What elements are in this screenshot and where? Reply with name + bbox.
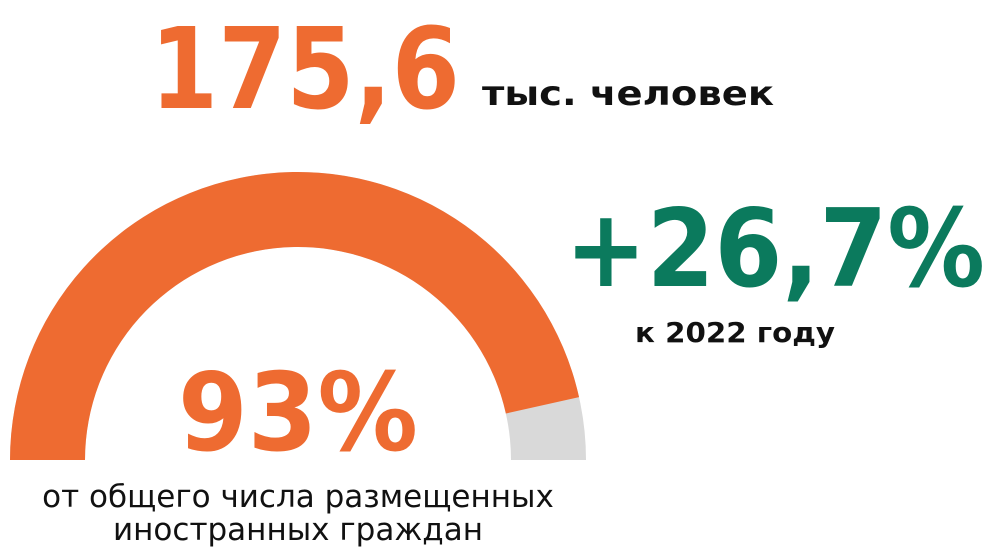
gauge-label: 93% xyxy=(178,351,418,476)
headline-number: 175,6 xyxy=(150,5,460,135)
change-caption: к 2022 году xyxy=(635,316,835,349)
gauge-caption: от общего числа размещенных xyxy=(42,479,554,515)
change-value: +26,7% xyxy=(565,187,985,312)
gauge-value xyxy=(10,172,580,461)
gauge-caption: иностранных граждан xyxy=(113,512,483,548)
headline-unit: тыс. человек xyxy=(482,74,774,114)
